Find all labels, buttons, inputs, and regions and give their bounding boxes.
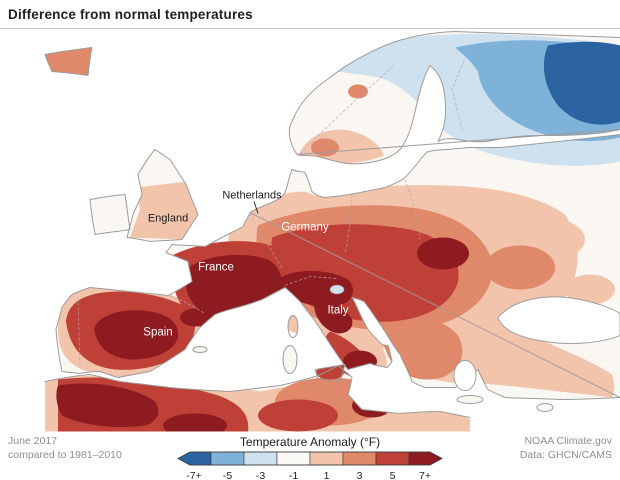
europe-anomaly-map: Netherlands England Germany France Italy…: [0, 29, 620, 432]
black-sea: [497, 296, 620, 344]
island-sardinia: [283, 345, 297, 374]
page-title: Difference from normal temperatures: [8, 6, 253, 22]
legend-tick-4: 1: [324, 470, 330, 480]
water-overlays: [453, 296, 620, 391]
map-label-france: France: [198, 262, 234, 274]
data-source: Data: GHCN/CAMS: [519, 448, 612, 461]
coastlines: [44, 31, 620, 418]
map-label-italy: Italy: [327, 305, 348, 317]
footer-right: NOAA Climate.gov Data: GHCN/CAMS: [464, 435, 612, 480]
legend-segment-neg7: [177, 451, 212, 466]
legend-segment-pos5: [375, 451, 410, 466]
legend-tick-7: 7+: [419, 470, 431, 480]
map-date: June 2017: [8, 435, 58, 447]
baseline-note: compared to 1981–2010: [8, 448, 122, 461]
landmass-ireland: [90, 194, 130, 235]
map-label-england: England: [148, 213, 188, 225]
anomaly-layer: [45, 34, 620, 432]
legend-segment-neg5: [210, 451, 245, 466]
alps-cool-spot: [329, 284, 345, 295]
legend-tick-1: -5: [223, 470, 232, 480]
map-label-netherlands: Netherlands: [222, 190, 282, 202]
legend: Temperature Anomaly (°F) -7+ -5 -3 -1: [156, 435, 464, 480]
legend-tick-6: 5: [390, 470, 396, 480]
map-label-germany: Germany: [281, 222, 329, 234]
aegean-sea: [453, 360, 477, 391]
title-bar: Difference from normal temperatures: [0, 0, 620, 29]
legend-segment-pos7: [408, 451, 443, 466]
legend-segment-neg3: [243, 451, 278, 466]
legend-tick-0: -7+: [186, 470, 201, 480]
legend-segment-pos3: [342, 451, 377, 466]
legend-colorbar: -7+ -5 -3 -1 1 3 5 7+: [160, 450, 460, 480]
legend-outline: [177, 451, 443, 466]
map-labels: Netherlands England Germany France Italy…: [143, 190, 349, 339]
island-crete: [457, 395, 483, 404]
map-label-spain: Spain: [143, 327, 172, 339]
credit: NOAA Climate.gov: [524, 435, 612, 447]
legend-tick-5: 3: [357, 470, 363, 480]
legend-tick-3: -1: [289, 470, 298, 480]
legend-tick-2: -3: [256, 470, 265, 480]
netherlands-pointer-line: [253, 201, 259, 214]
legend-segment-neg1: [276, 451, 311, 466]
map-area: Netherlands England Germany France Italy…: [0, 29, 620, 432]
footer: June 2017 compared to 1981–2010 Temperat…: [0, 432, 620, 480]
footer-left: June 2017 compared to 1981–2010: [8, 435, 156, 480]
island-cyprus: [537, 403, 553, 412]
legend-segment-pos1: [309, 451, 344, 466]
legend-title: Temperature Anomaly (°F): [239, 435, 381, 449]
country-borders: [77, 51, 469, 368]
island-balearics: [193, 346, 207, 353]
